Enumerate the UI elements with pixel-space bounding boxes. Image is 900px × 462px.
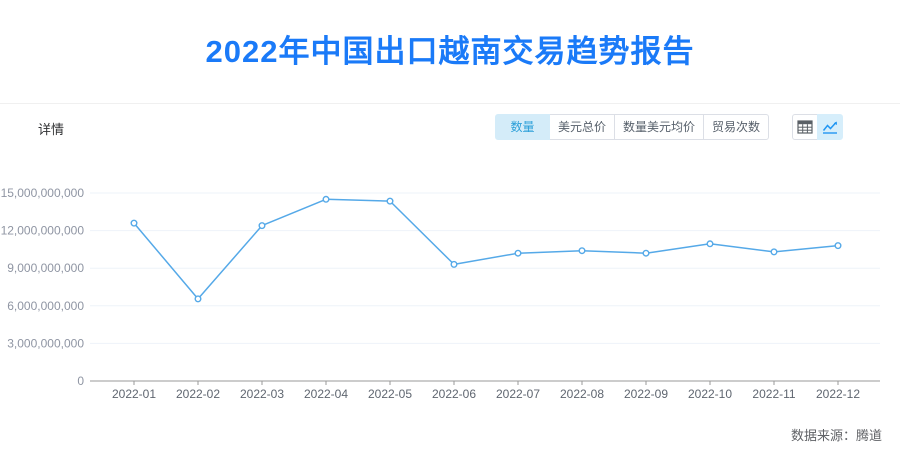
metric-tab-1[interactable]: 数量 [494, 114, 550, 140]
data-point-2022-05[interactable] [386, 197, 394, 205]
y-axis-tick-label: 9,000,000,000 [7, 261, 84, 275]
x-axis-tick-label: 2022-05 [368, 387, 412, 401]
header-divider [0, 103, 900, 104]
data-point-2022-02[interactable] [194, 295, 202, 303]
x-axis-tick-label: 2022-11 [752, 387, 795, 401]
x-axis-tick-label: 2022-12 [816, 387, 860, 401]
x-axis-tick-label: 2022-08 [560, 387, 604, 401]
y-axis-tick-label: 12,000,000,000 [1, 224, 85, 238]
metric-tab-2[interactable]: 美元总价 [548, 114, 615, 140]
x-axis-tick-label: 2022-09 [624, 387, 668, 401]
toolbar-controls: 数量 美元总价 数量美元均价 贸易次数 [494, 114, 843, 140]
data-point-2022-07[interactable] [514, 249, 522, 257]
data-point-2022-09[interactable] [642, 249, 650, 257]
trend-line-chart[interactable]: 0 3,000,000,000 6,000,000,000 9,000,000,000… [0, 175, 900, 410]
x-axis-tick-label: 2022-02 [176, 387, 220, 401]
view-toggle-group [792, 114, 843, 140]
data-point-2022-06[interactable] [450, 260, 458, 268]
y-axis-tick-label: 6,000,000,000 [7, 299, 84, 313]
x-axis-tick-label: 2022-10 [688, 387, 732, 401]
x-axis-tick-label: 2022-04 [304, 387, 348, 401]
metric-tab-group: 数量 美元总价 数量美元均价 贸易次数 [494, 114, 769, 140]
chart-canvas: 0 3,000,000,000 6,000,000,000 9,000,000,000… [1, 186, 880, 401]
x-axis-tick-label: 2022-03 [240, 387, 284, 401]
data-point-2022-04[interactable] [322, 195, 330, 203]
y-axis-tick-label: 3,000,000,000 [7, 336, 84, 350]
chart-view-button[interactable] [817, 114, 843, 140]
metric-tab-4[interactable]: 贸易次数 [702, 114, 769, 140]
table-icon [797, 120, 813, 134]
y-axis-tick-label: 15,000,000,000 [1, 186, 85, 200]
page-title: 2022年中国出口越南交易趋势报告 [205, 34, 695, 69]
data-source-label: 数据来源：腾道 [790, 428, 882, 443]
data-point-2022-11[interactable] [770, 248, 778, 256]
table-view-button[interactable] [792, 114, 818, 140]
data-point-2022-10[interactable] [706, 240, 714, 248]
x-axis-tick-label: 2022-01 [112, 387, 156, 401]
data-point-2022-03[interactable] [258, 222, 266, 230]
line-chart-icon [822, 120, 838, 134]
trend-line [133, 198, 839, 300]
data-point-2022-12[interactable] [834, 242, 842, 250]
data-point-2022-01[interactable] [130, 219, 138, 227]
data-point-2022-08[interactable] [578, 247, 586, 255]
x-axis-tick-label: 2022-07 [496, 387, 540, 401]
y-axis-tick-label: 0 [77, 374, 84, 388]
x-axis-tick-label: 2022-06 [432, 387, 476, 401]
metric-tab-3[interactable]: 数量美元均价 [613, 114, 704, 140]
details-label: 详情 [38, 122, 65, 137]
toolbar: 详情 数量 美元总价 数量美元均价 贸易次数 [0, 112, 900, 142]
